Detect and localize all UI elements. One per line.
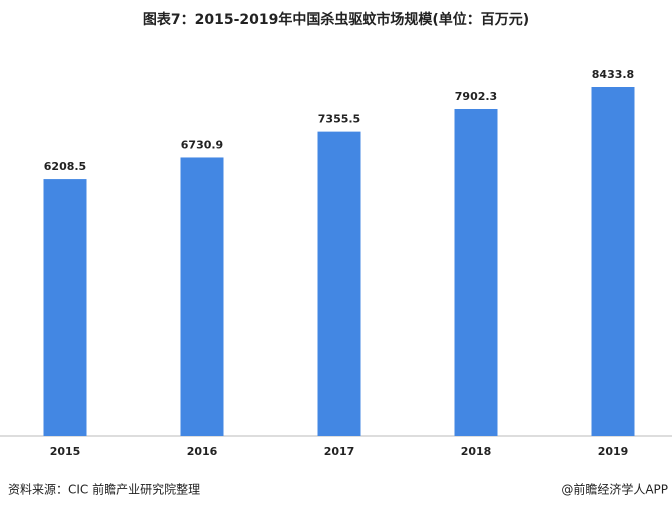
x-tick-label: 2019	[598, 445, 629, 458]
bar	[317, 131, 361, 436]
source: 资料来源：CIC 前瞻产业研究院整理	[8, 482, 200, 497]
credit: @前瞻经济学人APP	[561, 482, 668, 497]
bar	[43, 179, 87, 436]
x-tick-label: 2016	[187, 445, 218, 458]
x-tick-label: 2017	[324, 445, 355, 458]
bar	[591, 87, 635, 436]
value-label: 8433.8	[592, 68, 634, 81]
value-label: 6208.5	[44, 160, 86, 173]
chart-title: 图表7：2015-2019年中国杀虫驱蚊市场规模(单位：百万元)	[143, 11, 529, 28]
x-tick-label: 2015	[50, 445, 81, 458]
value-label: 7902.3	[455, 90, 497, 103]
value-label: 7355.5	[318, 113, 360, 126]
bar	[180, 157, 224, 436]
value-label: 6730.9	[181, 138, 223, 151]
x-tick-label: 2018	[461, 445, 492, 458]
bar	[454, 108, 498, 437]
